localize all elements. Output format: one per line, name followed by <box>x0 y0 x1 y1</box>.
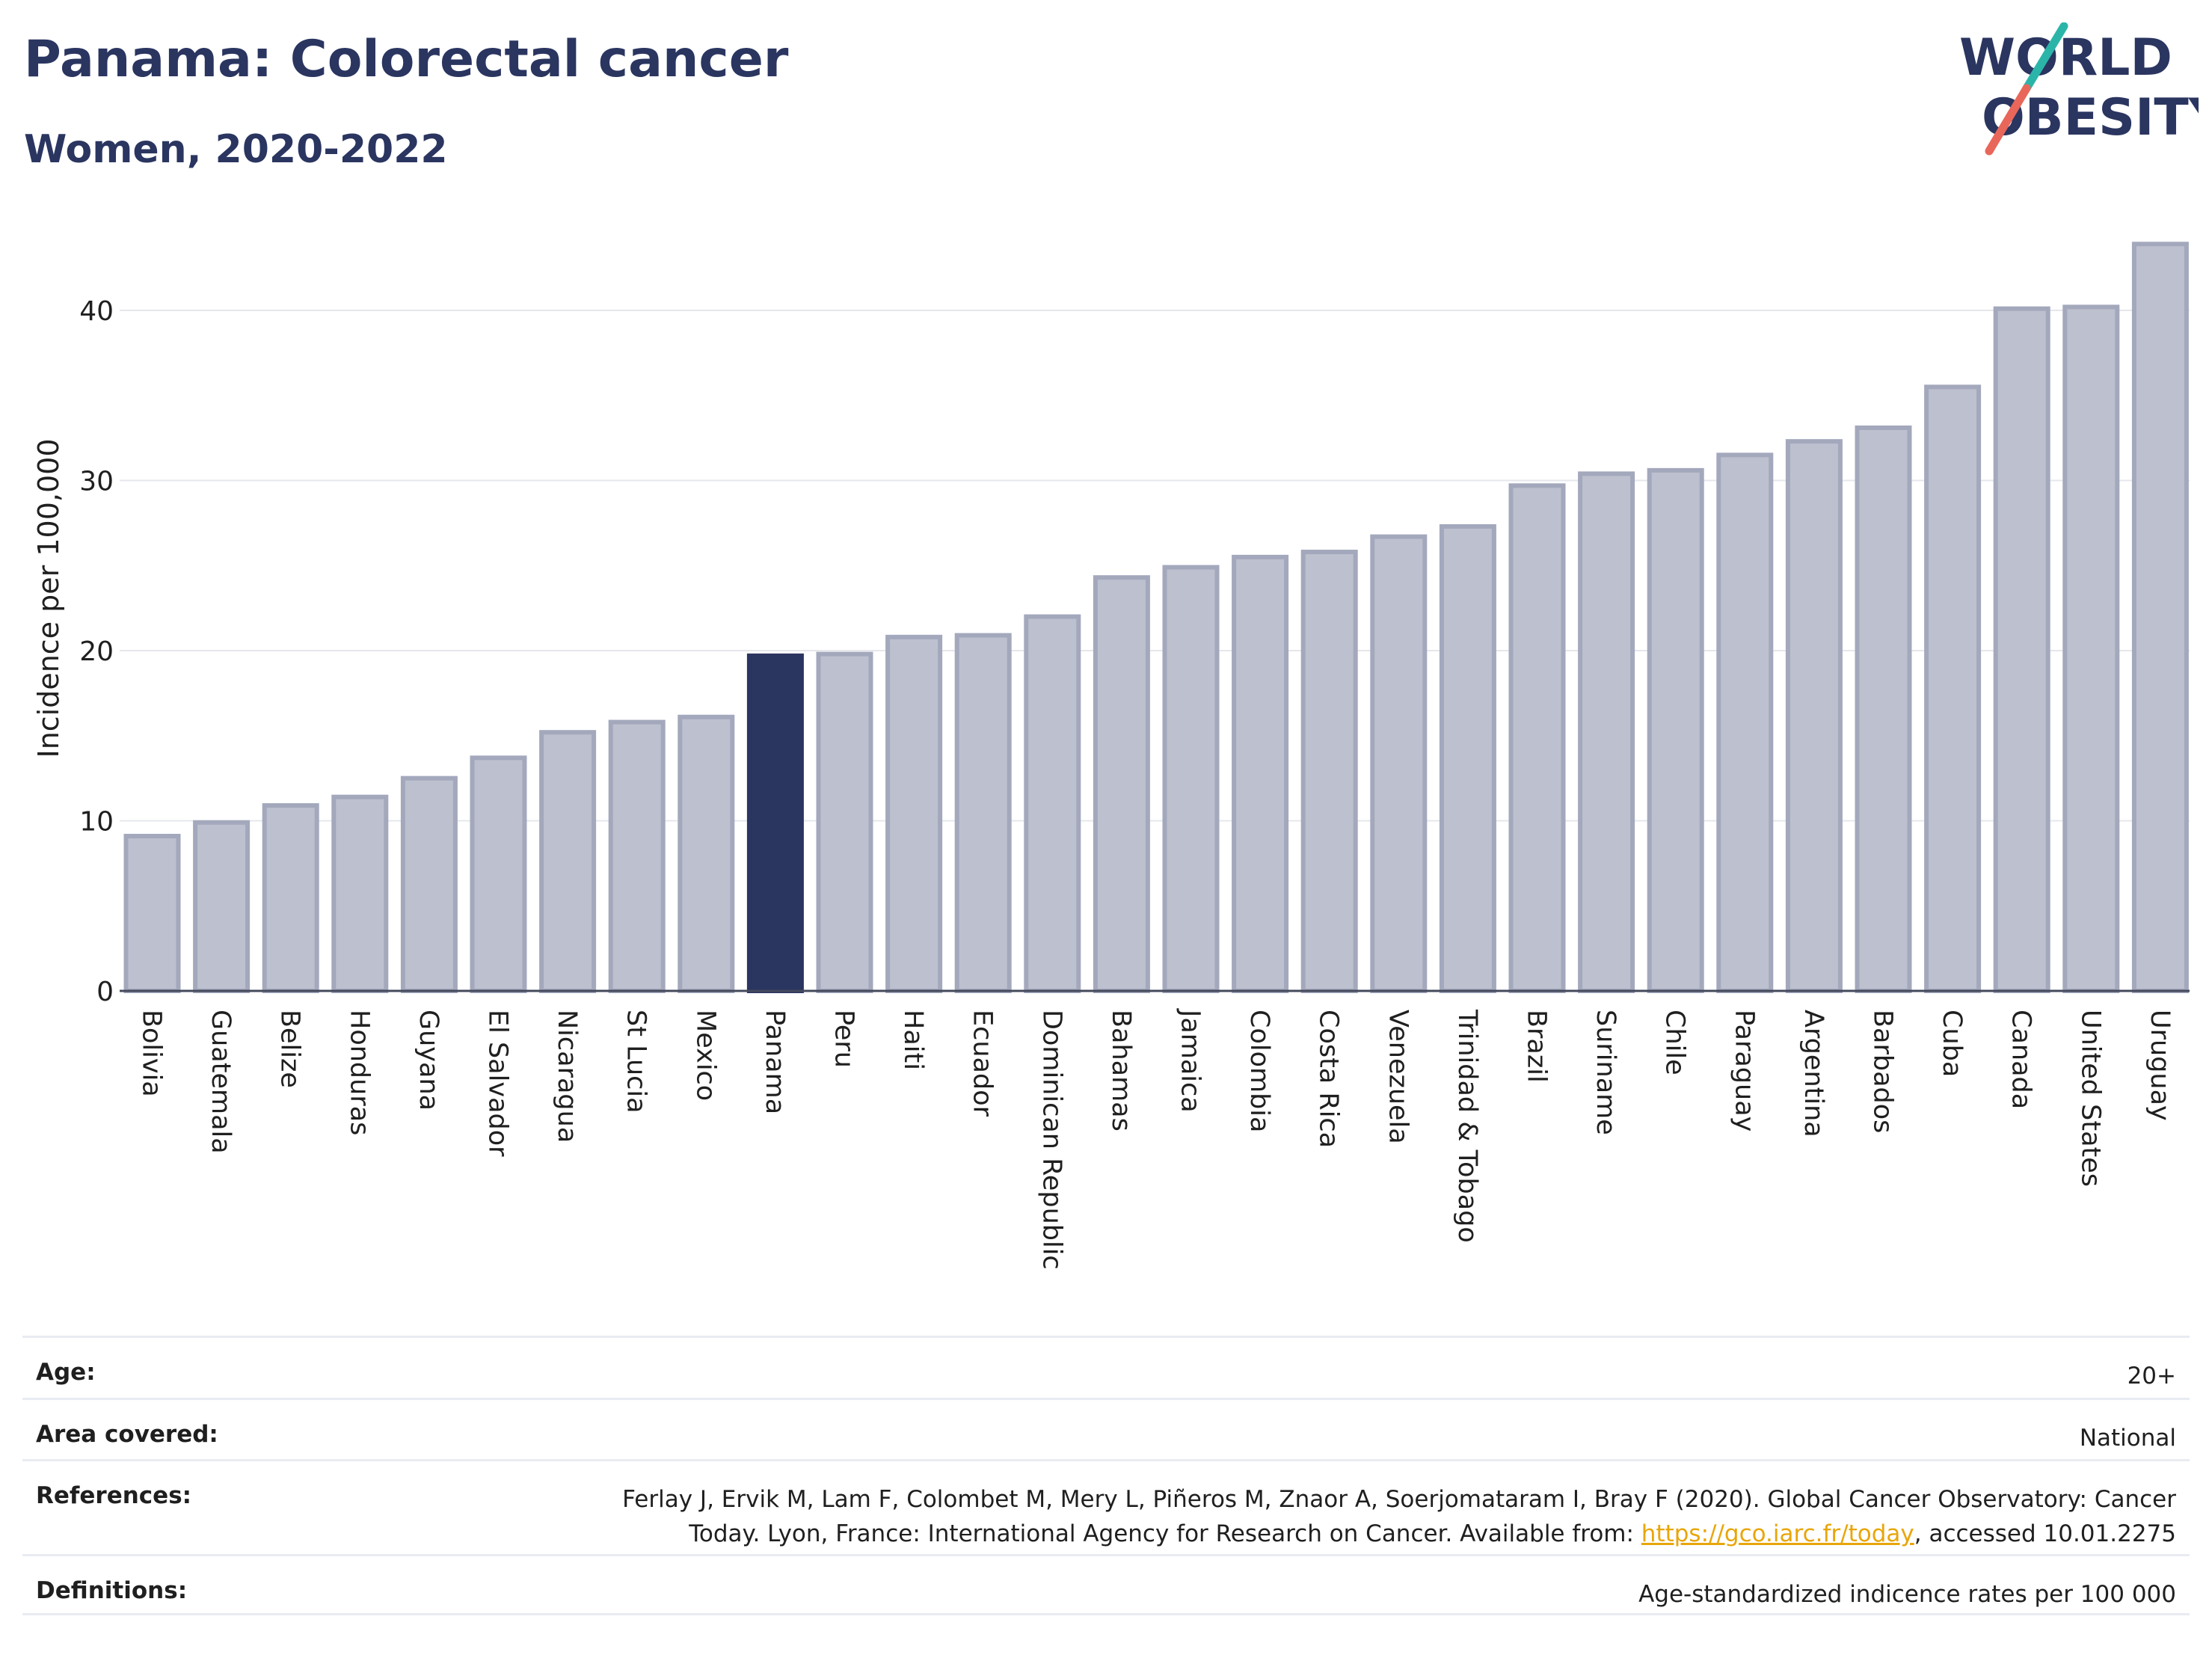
x-tick-label: Mexico <box>690 1010 720 1101</box>
bar-haiti <box>885 634 943 993</box>
x-tick-label: Colombia <box>1244 1010 1274 1132</box>
bar-brazil <box>1508 483 1566 993</box>
x-tick-label: Bolivia <box>137 1010 167 1097</box>
definitions-value: Age-standardized indicence rates per 100… <box>1638 1581 2176 1608</box>
bar-costa-rica <box>1300 550 1358 993</box>
bar-suriname <box>1578 471 1635 993</box>
references-value: Ferlay J, Ervik M, Lam F, Colombet M, Me… <box>622 1482 2176 1551</box>
chart-title: Panama: Colorectal cancer <box>24 30 789 89</box>
bar-united-states <box>2062 304 2120 993</box>
x-tick-label: Dominican Republic <box>1036 1010 1066 1270</box>
area-label: Area covered: <box>36 1421 218 1448</box>
y-tick-label: 30 <box>79 467 114 497</box>
bar-argentina <box>1785 439 1843 993</box>
x-tick-label: St Lucia <box>621 1010 651 1114</box>
x-tick-label: Guatemala <box>206 1010 236 1154</box>
x-tick-label: Brazil <box>1522 1010 1552 1083</box>
bar-guatemala <box>193 820 251 994</box>
bar-nicaragua <box>539 730 597 993</box>
bar-venezuela <box>1370 534 1428 993</box>
references-link[interactable]: https://gco.iarc.fr/today <box>1641 1520 1914 1547</box>
bar-bolivia <box>123 833 181 993</box>
meta-row-references: References: Ferlay J, Ervik M, Lam F, Co… <box>22 1459 2190 1554</box>
x-tick-label: Paraguay <box>1729 1010 1759 1132</box>
meta-row-area: Area covered: National <box>22 1398 2190 1459</box>
bar-canada <box>1993 306 2050 994</box>
x-tick-label: Guyana <box>414 1010 443 1111</box>
y-tick-label: 20 <box>79 636 114 667</box>
x-tick-label: Costa Rica <box>1314 1010 1344 1148</box>
x-tick-label: Jamaica <box>1176 1008 1205 1113</box>
bar-barbados <box>1855 425 1912 993</box>
x-tick-label: Peru <box>829 1010 859 1068</box>
x-tick-label: Belize <box>275 1010 305 1088</box>
bar-dominican-republic <box>1024 614 1081 993</box>
age-value: 20+ <box>2127 1363 2176 1390</box>
bar-ecuador <box>954 633 1012 994</box>
x-tick-label: Trinidad & Tobago <box>1452 1009 1482 1243</box>
x-tick-label: Panama <box>760 1010 790 1114</box>
svg-text:WORLD: WORLD <box>1959 28 2172 87</box>
bar-trinidad-tobago <box>1439 523 1496 993</box>
bar-cuba <box>1924 384 1982 993</box>
y-axis-label: Incidence per 100,000 <box>32 438 65 758</box>
bar-chile <box>1647 467 1704 993</box>
x-tick-label: Nicaragua <box>552 1010 582 1143</box>
world-obesity-logo: WORLD OBESITY <box>1959 22 2199 156</box>
meta-row-age: Age: 20+ <box>22 1336 2190 1398</box>
bar-peru <box>816 651 873 993</box>
references-line2-post: , accessed 10.01.2275 <box>1914 1520 2176 1547</box>
x-tick-label: Ecuador <box>968 1010 998 1117</box>
x-tick-label: Chile <box>1660 1010 1690 1075</box>
references-line1: Ferlay J, Ervik M, Lam F, Colombet M, Me… <box>622 1486 2176 1513</box>
bar-belize <box>262 803 319 994</box>
metadata-table: Age: 20+ Area covered: National Referenc… <box>22 1336 2190 1615</box>
x-tick-label: Venezuela <box>1383 1010 1413 1144</box>
age-label: Age: <box>36 1359 96 1386</box>
x-tick-label: Haiti <box>898 1010 928 1070</box>
x-tick-label: Bahamas <box>1106 1010 1136 1132</box>
bar-guyana <box>400 776 458 993</box>
x-tick-label: Canada <box>2006 1010 2036 1109</box>
y-tick-label: 40 <box>79 296 114 327</box>
references-line2-pre: Today. Lyon, France: International Agenc… <box>689 1520 1641 1547</box>
x-tick-label: Suriname <box>1591 1010 1620 1135</box>
bar-st-lucia <box>608 719 666 993</box>
x-tick-label: Honduras <box>344 1010 374 1135</box>
x-tick-label: Uruguay <box>2145 1010 2175 1121</box>
y-tick-label: 0 <box>96 977 114 1007</box>
bar-chart: 0 10 20 30 40 Bolivia Guatemala Belize Honduras… <box>32 242 2190 1270</box>
bar-mexico <box>678 714 735 993</box>
bar-honduras <box>331 794 389 994</box>
x-tick-label: United States <box>2075 1010 2105 1187</box>
bar-uruguay <box>2131 242 2189 993</box>
bar-el-salvador <box>470 755 527 993</box>
chart-subtitle: Women, 2020-2022 <box>24 127 448 172</box>
meta-row-definitions: Definitions: Age-standardized indicence … <box>22 1554 2190 1615</box>
bar-jamaica <box>1162 565 1220 993</box>
y-tick-label: 10 <box>79 807 114 838</box>
references-label: References: <box>36 1482 192 1509</box>
bar-bahamas <box>1093 575 1150 993</box>
x-tick-label: Barbados <box>1868 1010 1898 1133</box>
bar-panama <box>746 653 804 993</box>
x-tick-label: El Salvador <box>483 1010 513 1157</box>
definitions-label: Definitions: <box>36 1577 188 1604</box>
area-value: National <box>2079 1425 2176 1452</box>
bar-paraguay <box>1716 452 1774 993</box>
bar-colombia <box>1232 554 1289 993</box>
x-tick-label: Argentina <box>1798 1010 1828 1137</box>
x-tick-label: Cuba <box>1937 1010 1967 1077</box>
